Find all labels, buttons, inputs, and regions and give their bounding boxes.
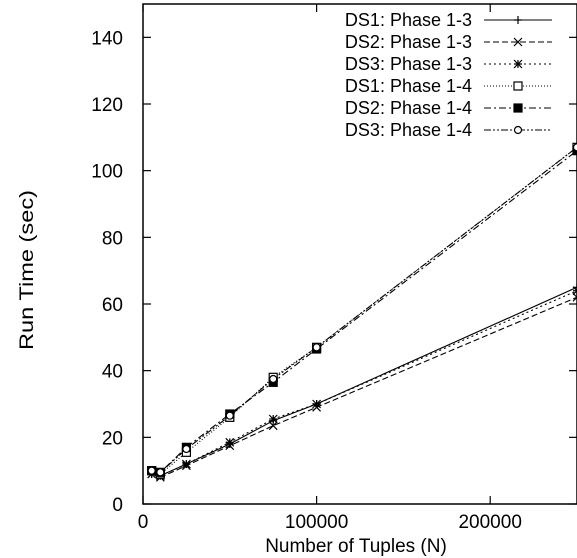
plot-frame-border	[142, 3, 577, 505]
legend-label: DS3: Phase 1-3	[345, 54, 472, 74]
data-point-marker	[572, 286, 577, 296]
series-line-1	[151, 286, 577, 477]
series-line-5	[151, 150, 577, 473]
y-tick-label: 20	[102, 428, 123, 449]
data-point-marker	[513, 59, 523, 69]
data-point-marker	[312, 399, 322, 409]
legend-label: DS1: Phase 1-4	[345, 76, 472, 96]
y-axis-title: Run Time (sec)	[17, 190, 38, 350]
legend-label: DS1: Phase 1-3	[345, 10, 472, 30]
x-axis: 0 100000 200000	[138, 4, 522, 533]
data-point-marker	[513, 37, 523, 47]
x-tick-label: 0	[138, 512, 149, 533]
series-lines	[151, 146, 577, 478]
legend-label: DS2: Phase 1-4	[345, 98, 472, 118]
series-line-6	[151, 146, 577, 473]
y-axis: 0 20 40 60 80 100 120 140	[91, 28, 577, 516]
data-point-marker	[514, 16, 522, 24]
data-point-marker	[156, 468, 165, 477]
data-point-marker	[572, 292, 577, 302]
x-tick-label: 200000	[458, 512, 521, 533]
data-point-marker	[268, 414, 278, 424]
data-point-marker	[225, 411, 234, 420]
data-point-marker	[513, 81, 523, 91]
y-tick-label: 140	[91, 28, 123, 49]
data-point-marker	[513, 103, 523, 113]
series-markers	[147, 142, 577, 482]
y-tick-label: 80	[102, 228, 123, 249]
data-point-marker	[225, 437, 235, 447]
data-point-marker	[572, 143, 577, 152]
legend-label: DS2: Phase 1-3	[345, 32, 472, 52]
y-tick-label: 40	[102, 362, 123, 383]
y-tick-label: 0	[112, 495, 123, 516]
data-point-marker	[147, 466, 156, 475]
data-point-marker	[269, 374, 278, 384]
data-point-marker	[182, 444, 191, 454]
plot-frame	[142, 3, 577, 505]
y-tick-label: 100	[91, 162, 123, 183]
data-point-marker	[513, 125, 523, 135]
x-axis-title: Number of Tuples (N)	[265, 536, 447, 557]
data-point-marker	[268, 421, 278, 431]
legend-label: DS3: Phase 1-4	[345, 120, 472, 140]
data-point-marker	[181, 459, 191, 469]
y-tick-label: 60	[102, 295, 123, 316]
y-tick-label: 120	[91, 95, 123, 116]
data-point-marker	[312, 343, 321, 352]
x-tick-label: 100000	[285, 512, 348, 533]
